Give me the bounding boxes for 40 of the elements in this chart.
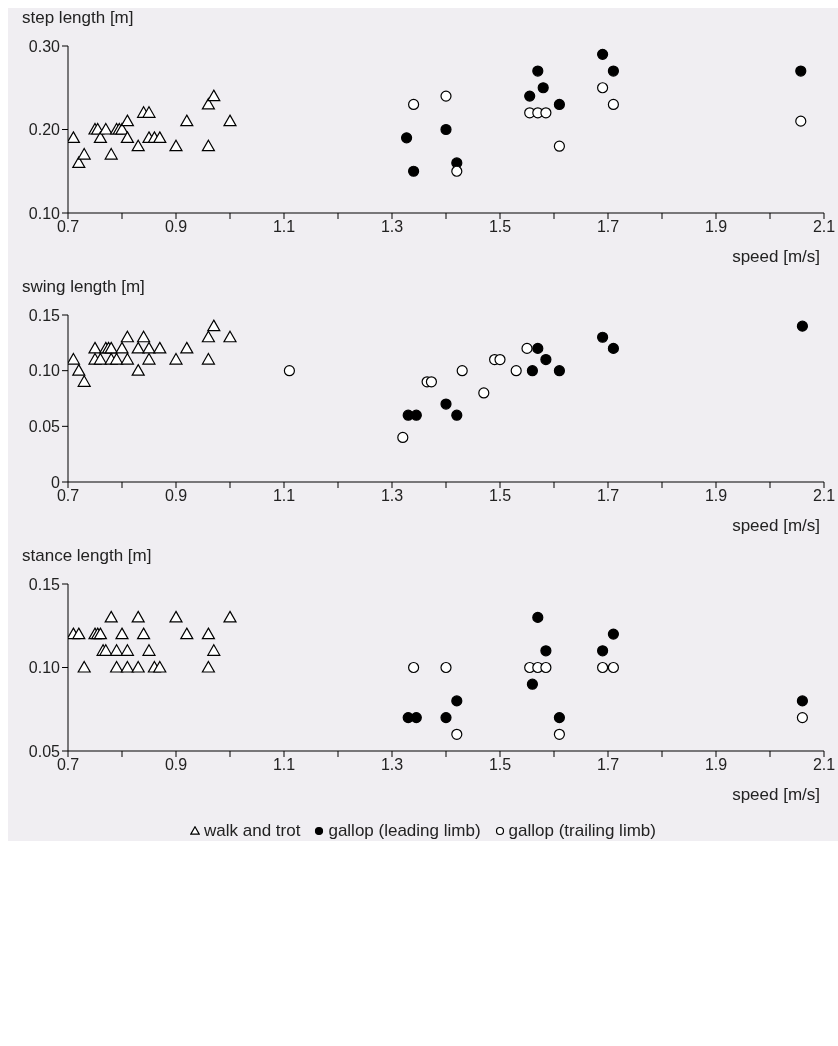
x-tick-label: 1.9 <box>704 756 728 774</box>
x-tick-label: 1.1 <box>272 487 296 505</box>
legend-label: walk and trot <box>203 821 301 841</box>
y-tick-label: 0.10 <box>28 659 61 677</box>
x-tick-label: 2.1 <box>812 218 836 236</box>
x-tick-label: 1.3 <box>380 487 404 505</box>
x-tick-label: 1.5 <box>488 487 512 505</box>
y-axis-title: swing length [m] <box>21 277 146 298</box>
x-tick-label: 0.9 <box>164 756 188 774</box>
x-tick-label: 1.9 <box>704 218 728 236</box>
x-tick-label: 2.1 <box>812 487 836 505</box>
x-axis-title: speed [m/s] <box>731 247 821 267</box>
y-tick-label: 0.05 <box>28 418 61 436</box>
x-tick-label: 1.7 <box>596 756 620 774</box>
x-tick-label: 1.1 <box>272 218 296 236</box>
x-tick-label: 1.5 <box>488 218 512 236</box>
x-tick-label: 0.9 <box>164 487 188 505</box>
y-axis-title: stance length [m] <box>21 546 153 567</box>
y-tick-label: 0.15 <box>28 306 61 324</box>
x-tick-label: 1.1 <box>272 756 296 774</box>
y-tick-label: 0.20 <box>28 121 61 139</box>
x-tick-label: 2.1 <box>812 756 836 774</box>
y-axis-title: step length [m] <box>21 8 135 29</box>
y-tick-label: 0.10 <box>28 362 61 380</box>
x-tick-label: 1.3 <box>380 218 404 236</box>
y-tick-label: 0.15 <box>28 575 61 593</box>
legend-label: gallop (trailing limb) <box>507 821 656 841</box>
x-axis-title: speed [m/s] <box>731 785 821 805</box>
x-tick-label: 0.7 <box>56 218 80 236</box>
x-tick-label: 1.3 <box>380 756 404 774</box>
x-axis-title: speed [m/s] <box>731 516 821 536</box>
x-tick-label: 1.7 <box>596 218 620 236</box>
x-tick-label: 0.7 <box>56 756 80 774</box>
x-tick-label: 1.9 <box>704 487 728 505</box>
x-tick-label: 0.7 <box>56 487 80 505</box>
y-tick-label: 0.30 <box>28 37 61 55</box>
legend-label: gallop (leading limb) <box>327 821 481 841</box>
x-tick-label: 1.7 <box>596 487 620 505</box>
x-tick-label: 0.9 <box>164 218 188 236</box>
x-tick-label: 1.5 <box>488 756 512 774</box>
